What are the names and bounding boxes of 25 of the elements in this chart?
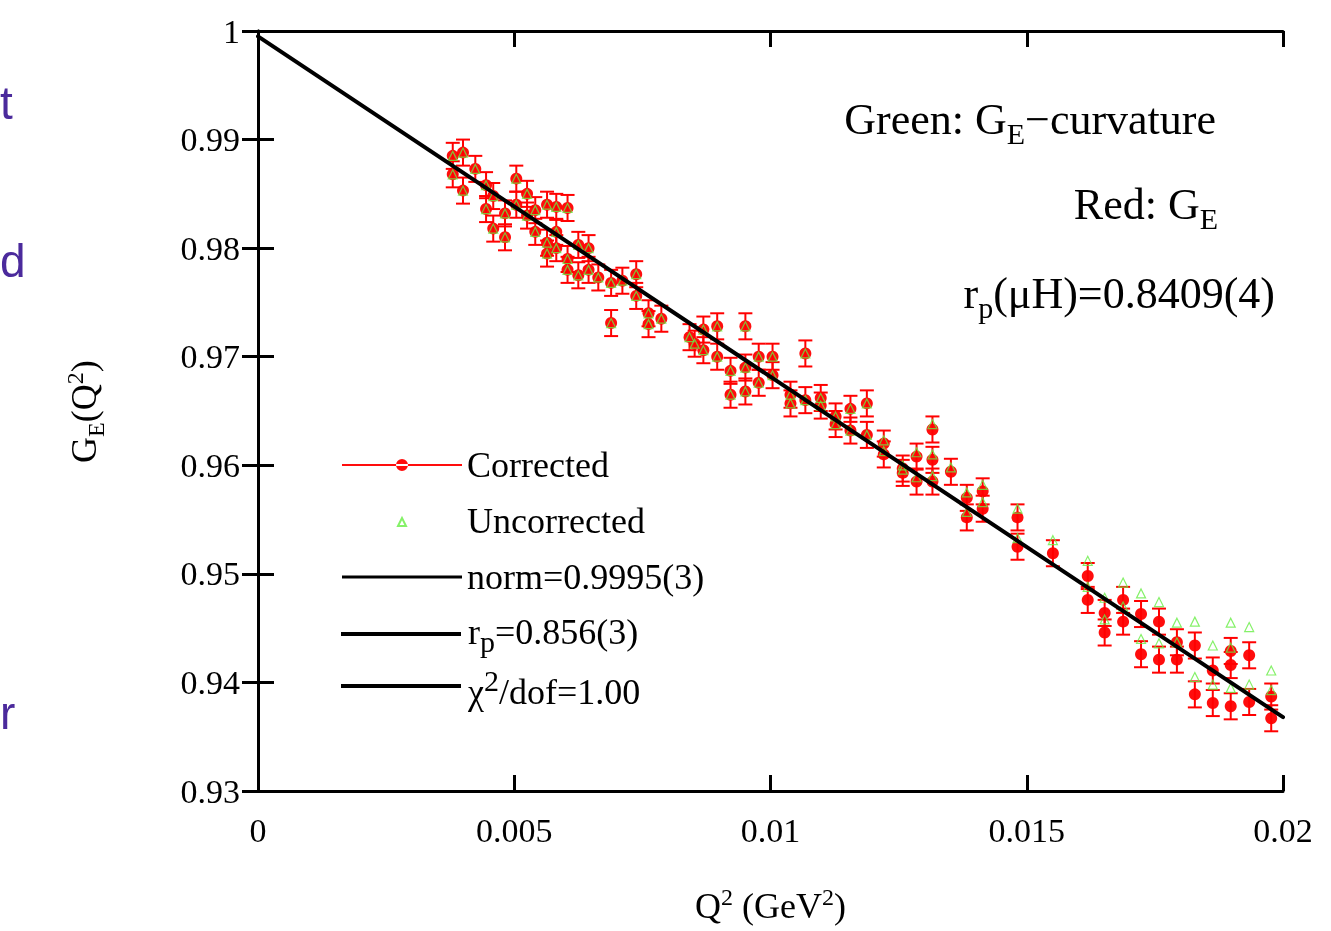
x-tick-label: 0.02 [1253,811,1313,849]
y-tick-label: 0.97 [180,338,240,376]
y-tick-label: 0.94 [180,663,240,701]
x-tick-label: 0 [249,811,267,849]
y-tick-label: 0.95 [180,555,240,593]
annotation: r$_{p}$(μH)=0.8409(4) [963,269,1275,324]
text: r [0,687,16,739]
y-tick-label: 0.98 [180,229,240,267]
x-tick-label: 0.005 [476,811,553,849]
y-tick-label: 0.96 [180,446,240,484]
y-tick-label: 0.99 [180,121,240,159]
x-tick-label: 0.01 [740,811,801,849]
annotation: χ$^{2}$/dof=1.00 [468,664,641,712]
y-tick-label: 0.93 [180,772,240,810]
legend-label: Corrected [467,445,609,485]
legend-label: Uncorrected [467,501,645,541]
y-tick-label: 1 [223,12,240,50]
annotation: Green: G$_{E}$−curvature [844,95,1216,150]
x-tick-label: 0.015 [988,811,1065,849]
x-axis-title: Q$^{2}$ (GeV$^{2}$) [695,884,846,926]
annotation: r$_{p}$=0.856(3) [468,612,639,659]
text: t [0,77,13,129]
text: d [0,235,26,287]
legend-label: norm=0.9995(3) [467,557,705,597]
annotation: Red: G$_{E}$ [1073,180,1218,235]
